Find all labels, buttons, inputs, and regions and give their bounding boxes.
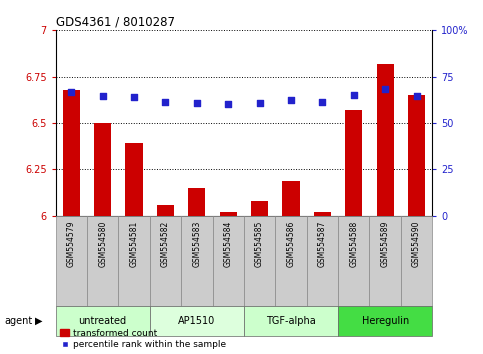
Text: GSM554583: GSM554583 [192,221,201,267]
Text: TGF-alpha: TGF-alpha [266,316,316,326]
Point [99,93,107,99]
Bar [244,306,338,336]
Bar [56,216,87,306]
Bar [377,64,394,216]
Bar [220,212,237,216]
Text: GSM554589: GSM554589 [381,221,390,267]
Bar [338,216,369,306]
Bar [63,90,80,216]
Point [350,92,357,98]
Bar [314,212,331,216]
Bar [126,143,142,216]
Text: untreated: untreated [79,316,127,326]
Bar [307,216,338,306]
Bar [150,306,244,336]
Bar [401,216,432,306]
Bar [56,306,150,336]
Bar [369,216,401,306]
Text: GSM554585: GSM554585 [255,221,264,267]
Text: GDS4361 / 8010287: GDS4361 / 8010287 [56,16,174,29]
Text: GSM554582: GSM554582 [161,221,170,267]
Text: AP1510: AP1510 [178,316,215,326]
Text: GSM554588: GSM554588 [349,221,358,267]
Point [68,90,75,95]
Point [193,100,201,105]
Bar [408,95,425,216]
Point [319,99,327,104]
Bar [181,216,213,306]
Text: GSM554586: GSM554586 [286,221,296,267]
Text: GSM554590: GSM554590 [412,221,421,267]
Text: GSM554579: GSM554579 [67,221,76,267]
Bar [87,216,118,306]
Text: GSM554581: GSM554581 [129,221,139,267]
Point [287,97,295,103]
Bar [188,188,205,216]
Bar [275,216,307,306]
Text: GSM554584: GSM554584 [224,221,233,267]
Bar [251,201,268,216]
Bar [345,110,362,216]
Point [161,99,170,104]
Bar [157,205,174,216]
Bar [213,216,244,306]
Bar [244,216,275,306]
Text: ▶: ▶ [35,316,43,326]
Text: GSM554587: GSM554587 [318,221,327,267]
Bar [283,181,299,216]
Point [130,94,138,100]
Point [382,86,389,91]
Text: GSM554580: GSM554580 [98,221,107,267]
Text: Heregulin: Heregulin [362,316,409,326]
Bar [94,123,111,216]
Bar [150,216,181,306]
Legend: transformed count, percentile rank within the sample: transformed count, percentile rank withi… [60,329,226,349]
Point [412,93,420,99]
Point [224,102,232,107]
Bar [118,216,150,306]
Point [256,100,264,105]
Bar [338,306,432,336]
Text: agent: agent [5,316,33,326]
